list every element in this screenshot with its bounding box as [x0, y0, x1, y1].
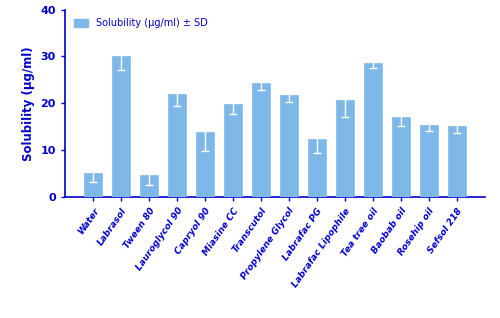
Bar	[168, 94, 186, 197]
Bar	[336, 100, 354, 197]
Bar	[84, 173, 102, 197]
Bar	[224, 104, 242, 197]
Bar	[140, 175, 158, 197]
Legend: Solubility (μg/ml) ± SD: Solubility (μg/ml) ± SD	[70, 14, 212, 32]
Bar	[420, 125, 438, 197]
Bar	[308, 140, 326, 197]
Bar	[280, 95, 298, 197]
Bar	[112, 57, 130, 197]
Bar	[196, 132, 214, 197]
Bar	[392, 117, 410, 197]
Bar	[364, 63, 382, 197]
Bar	[448, 126, 466, 197]
Bar	[252, 83, 270, 197]
Y-axis label: Solubility (μg/ml): Solubility (μg/ml)	[22, 46, 35, 161]
